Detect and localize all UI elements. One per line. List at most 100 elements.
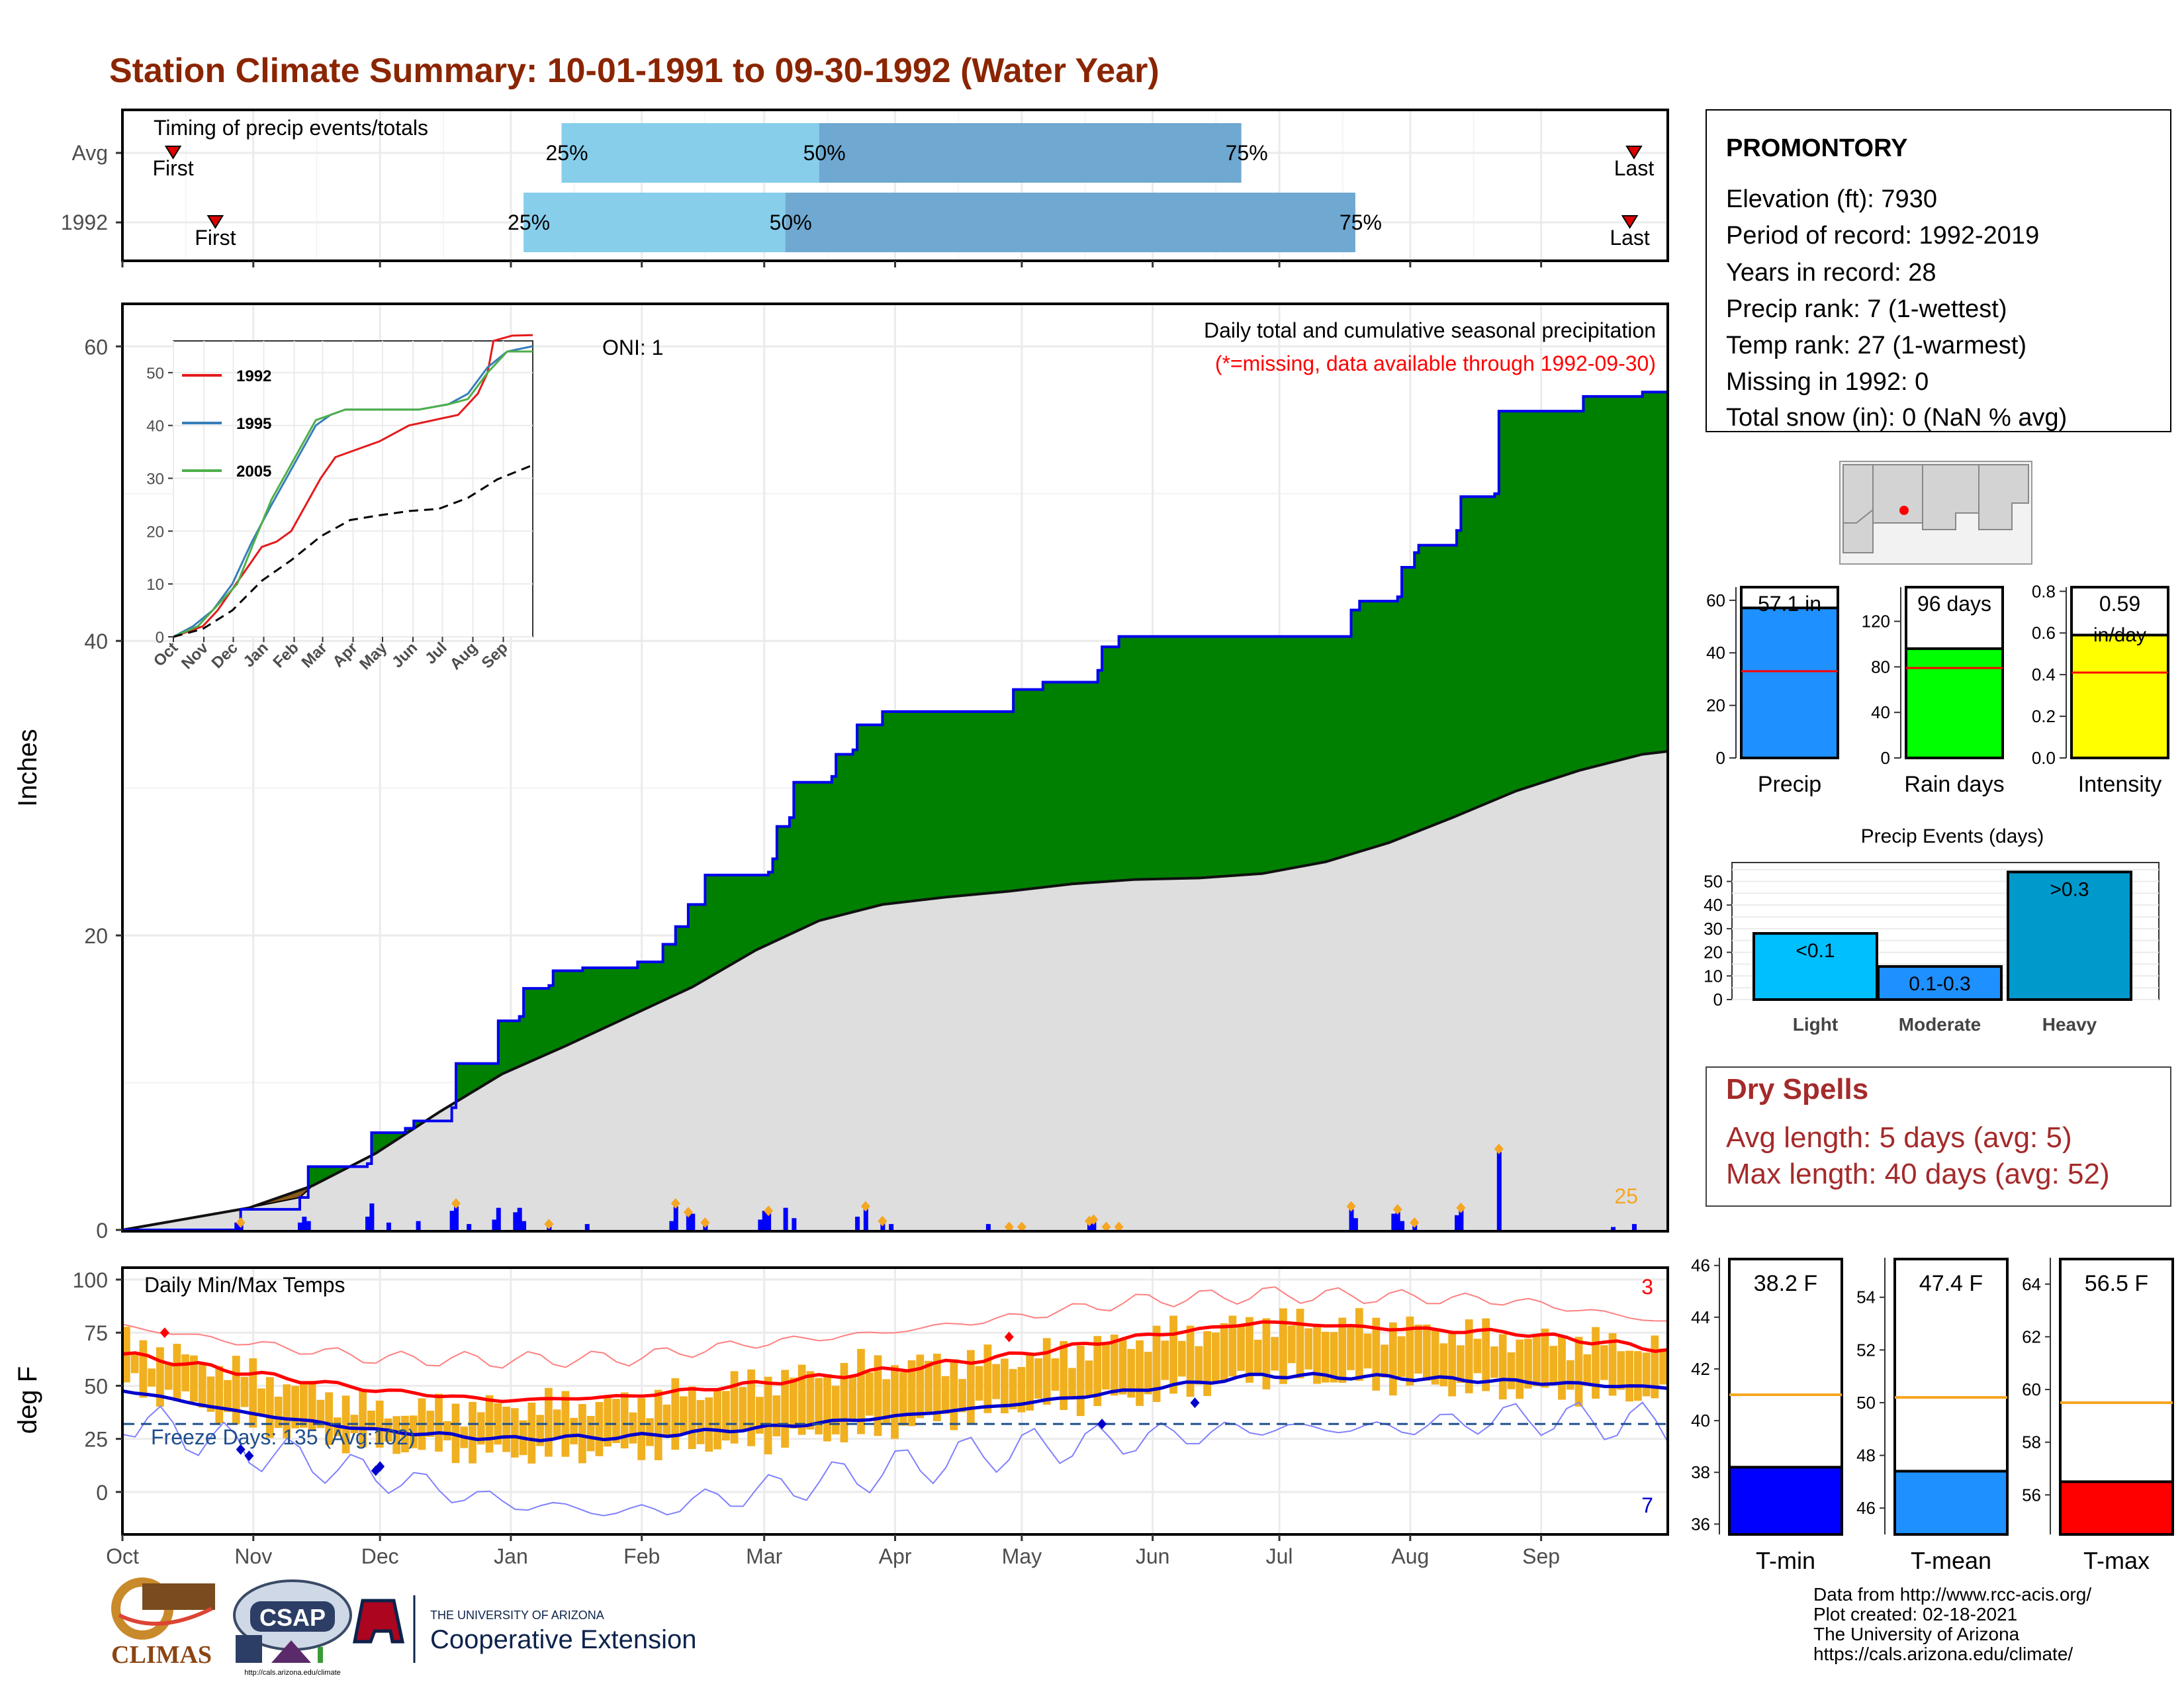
month-label: Oct bbox=[106, 1544, 139, 1568]
daily-temp-range-bar bbox=[586, 1415, 595, 1452]
daily-temp-range-bar bbox=[359, 1389, 367, 1448]
daily-temp-range-bar bbox=[265, 1377, 274, 1438]
daily-temp-range-bar bbox=[1034, 1358, 1042, 1399]
daily-temp-range-bar bbox=[190, 1355, 198, 1402]
daily-temp-range-bar bbox=[721, 1391, 730, 1441]
precip-ytick-label: 40 bbox=[84, 630, 108, 653]
temp-ytick-label: 50 bbox=[84, 1374, 108, 1398]
daily-temp-range-bar bbox=[443, 1421, 451, 1440]
daily-precip-bar bbox=[690, 1213, 696, 1230]
stat-ytick-label: 0 bbox=[1881, 748, 1890, 768]
daily-temp-range-bar bbox=[983, 1344, 992, 1413]
daily-temp-range-bar bbox=[561, 1391, 570, 1457]
precip-chart-title: Daily total and cumulative seasonal prec… bbox=[1204, 318, 1656, 342]
temp-y-axis: 0 25 50 75 100 bbox=[73, 1268, 122, 1505]
stat-ytick-label: 80 bbox=[1871, 657, 1890, 677]
precip-corner-count: 25 bbox=[1614, 1184, 1638, 1208]
precip-stats-charts: 0 20 40 60 57.1 in Precip 0 40 80 120 96 days Rain … bbox=[1706, 581, 2169, 797]
events-bar-label: >0.3 bbox=[2050, 878, 2089, 900]
temp-stat-ytick-label: 44 bbox=[1691, 1307, 1710, 1327]
daily-temp-range-bar bbox=[1009, 1369, 1017, 1409]
daily-temp-range-bar bbox=[139, 1340, 148, 1398]
daily-temp-range-bar bbox=[536, 1415, 544, 1446]
timing-axis-ticks bbox=[121, 261, 1543, 267]
last-event-marker bbox=[1625, 146, 1643, 160]
temp-stat-ytick-label: 46 bbox=[1856, 1498, 1876, 1518]
inset-ytick-label: 10 bbox=[146, 576, 164, 594]
climas-text: CLIMAS bbox=[111, 1641, 212, 1669]
daily-temp-range-bar bbox=[1473, 1338, 1482, 1374]
daily-temp-range-bar bbox=[680, 1396, 688, 1434]
daily-temp-range-bar bbox=[1642, 1352, 1651, 1397]
stat-bar bbox=[1740, 606, 1839, 760]
daily-temp-range-bar bbox=[224, 1380, 232, 1413]
location-map bbox=[1839, 461, 2032, 565]
daily-temp-range-bar bbox=[367, 1410, 375, 1430]
events-bar bbox=[1752, 932, 1878, 1002]
daily-temp-range-bar bbox=[1195, 1346, 1203, 1385]
daily-temp-range-bar bbox=[1152, 1325, 1161, 1402]
events-bar bbox=[2007, 870, 2132, 1002]
daily-precip-bar bbox=[855, 1216, 860, 1230]
daily-temp-range-bar bbox=[1406, 1316, 1414, 1386]
oni-label: ONI: 1 bbox=[602, 336, 663, 359]
daily-temp-range-bar bbox=[806, 1371, 815, 1430]
daily-temp-range-bar bbox=[891, 1365, 899, 1439]
dry-spells-box: Dry Spells Avg length: 5 days (avg: 5) M… bbox=[1706, 1066, 2171, 1207]
daily-precip-bar bbox=[1496, 1152, 1502, 1230]
daily-temp-range-bar bbox=[1330, 1332, 1338, 1383]
daily-temp-range-bar bbox=[739, 1387, 747, 1430]
daily-temp-range-bar bbox=[637, 1397, 646, 1460]
precip-flag-marker bbox=[683, 1207, 693, 1218]
daily-temp-range-bar bbox=[291, 1385, 299, 1429]
daily-temp-range-bar bbox=[1574, 1336, 1583, 1407]
daily-temp-range-bar bbox=[1161, 1340, 1169, 1380]
precip-flag-marker bbox=[878, 1215, 887, 1227]
daily-temp-range-bar bbox=[502, 1406, 510, 1452]
temp-ytick-label: 75 bbox=[84, 1321, 108, 1345]
daily-temp-range-bar bbox=[1093, 1336, 1102, 1407]
inset-ytick-label: 40 bbox=[146, 418, 164, 436]
inset-ytick-label: 30 bbox=[146, 471, 164, 489]
freeze-days-label: Freeze Days: 135 (Avg:102) bbox=[151, 1425, 416, 1449]
average-cumulative-line bbox=[122, 750, 1668, 1231]
temp-stat-bar bbox=[2059, 1480, 2174, 1536]
temp-stat-ytick-label: 60 bbox=[2022, 1380, 2041, 1399]
credit-university: The University of Arizona bbox=[1813, 1624, 2020, 1644]
daily-precip-bar bbox=[673, 1206, 678, 1230]
daily-temp-range-bar bbox=[840, 1362, 848, 1442]
timing-p25-label: 25% bbox=[508, 211, 550, 234]
daily-temp-range-bar bbox=[1076, 1345, 1085, 1417]
daily-temp-range-bar bbox=[1448, 1331, 1457, 1397]
daily-temp-range-bar bbox=[713, 1390, 721, 1450]
daily-precip-bar bbox=[783, 1207, 788, 1230]
daily-precip-bar bbox=[1459, 1207, 1464, 1230]
timing-row-label: Avg bbox=[71, 141, 108, 165]
daily-precip-bar bbox=[302, 1216, 307, 1230]
precip-panel: 0 20 40 60 Inches ONI: 1 Daily total and cu… bbox=[13, 303, 1669, 1243]
daily-temp-range-bar bbox=[1524, 1338, 1532, 1389]
timing-bar-25-50 bbox=[523, 193, 786, 252]
daily-precip-bar bbox=[1091, 1219, 1097, 1230]
station-info-box: PROMONTORY Elevation (ft): 7930 Period o… bbox=[1706, 109, 2171, 432]
events-ytick-label: 20 bbox=[1704, 943, 1723, 962]
precip-flag-marker bbox=[1494, 1143, 1504, 1154]
precip-flag-marker bbox=[1346, 1201, 1356, 1212]
stat-bar bbox=[1905, 647, 2004, 759]
daily-temp-range-bar bbox=[1000, 1358, 1009, 1414]
daily-temp-range-bar bbox=[1532, 1335, 1541, 1386]
daily-temp-range-bar bbox=[1414, 1325, 1422, 1374]
daily-temp-range-bar bbox=[781, 1370, 790, 1448]
events-ytick-label: 10 bbox=[1704, 966, 1723, 986]
stat-value-label: 57.1 in bbox=[1758, 592, 1821, 616]
temp-stat-value-label: 56.5 F bbox=[2085, 1271, 2148, 1296]
inset-legend-label: 2005 bbox=[236, 463, 271, 481]
first-event-label: First bbox=[195, 226, 236, 250]
inset-legend-label: 1995 bbox=[236, 415, 271, 433]
daily-temp-range-bar bbox=[1397, 1336, 1406, 1378]
timing-panel: Timing of precip events/totals 25% 50% 75%… bbox=[61, 109, 1669, 267]
daily-temp-range-bar bbox=[1060, 1340, 1068, 1411]
daily-temp-range-bar bbox=[1422, 1324, 1431, 1381]
